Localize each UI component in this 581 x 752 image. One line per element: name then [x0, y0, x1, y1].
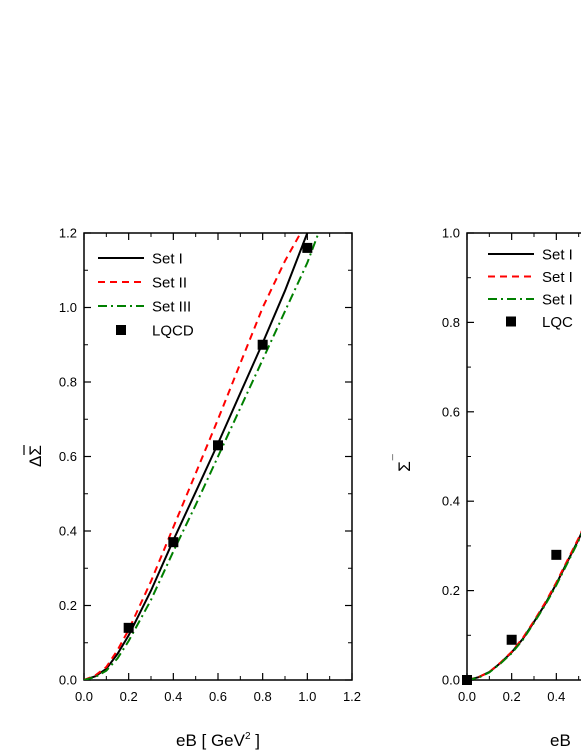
y-tick-label: 0.2 — [59, 598, 77, 613]
right-legend: Set I Set I Set I LQC — [488, 247, 573, 331]
svg-text:Σ¯: Σ¯ — [392, 453, 414, 472]
series-line-set-iii — [84, 233, 320, 680]
y-tick-label: 0.8 — [442, 315, 460, 330]
legend-label-set-ii: Set I — [542, 269, 573, 286]
lqcd-marker — [168, 537, 179, 548]
y-tick-label: 1.0 — [442, 226, 460, 241]
legend-label-set-i: Set I — [152, 251, 183, 268]
left-ticks: 0.0 0.2 0.4 0.6 0.8 1.0 1.2 0.0 0.2 0.4 0.6 0.8 1.0 1… — [59, 226, 361, 705]
y-tick-label: 0.6 — [59, 449, 77, 464]
y-axis-title-left: ΔΣ — [23, 445, 45, 467]
y-tick-label: 0.8 — [59, 375, 77, 390]
legend-label-lqcd: LQCD — [152, 323, 194, 340]
lqcd-marker — [213, 440, 223, 451]
y-tick-label: 0.6 — [442, 404, 460, 419]
right-ticks: 0.0 0.2 0.4 0.6 0.8 1.0 0.0 0.2 0.4 — [442, 226, 580, 704]
lqcd-marker — [123, 622, 134, 633]
lqcd-marker — [506, 634, 517, 645]
right-series — [462, 530, 581, 685]
legend-swatch-lqcd — [506, 316, 516, 327]
y-tick-label: 1.2 — [59, 226, 77, 241]
legend-label-lqcd: LQC — [542, 314, 573, 331]
y-tick-label: 0.2 — [442, 583, 460, 598]
series-line-set-i — [467, 531, 581, 680]
x-tick-label: 0.0 — [458, 689, 476, 704]
legend-label-set-ii: Set II — [152, 275, 187, 292]
legend-swatch-lqcd — [116, 325, 126, 335]
panel-left: 0.0 0.2 0.4 0.6 0.8 1.0 1.2 0.0 0.2 0.4 0.6 0.8 1.0 1… — [23, 226, 361, 750]
y-tick-label: 1.0 — [59, 300, 77, 315]
series-line-set-iii — [467, 533, 581, 680]
lqcd-marker — [302, 242, 313, 253]
svg-text:ΔΣ: ΔΣ — [26, 445, 45, 467]
series-line-set-i — [84, 233, 309, 680]
left-series — [84, 233, 320, 680]
x-tick-label: 0.4 — [164, 689, 182, 704]
y-axis-title-right: Σ¯ — [392, 453, 414, 472]
x-axis-title-left: eB [ GeV2 ] — [176, 731, 260, 750]
x-tick-label: 0.2 — [120, 689, 138, 704]
x-tick-label: 0.8 — [254, 689, 272, 704]
x-axis-title-right: eB — [550, 731, 571, 750]
x-tick-label: 0.6 — [209, 689, 227, 704]
legend-label-set-i: Set I — [542, 247, 573, 264]
x-tick-label: 0.2 — [503, 689, 521, 704]
series-line-set-ii — [467, 530, 581, 680]
left-legend: Set I Set II Set III LQCD — [98, 251, 194, 340]
lqcd-marker — [257, 339, 268, 350]
y-tick-label: 0.4 — [442, 494, 460, 509]
legend-label-set-iii: Set I — [542, 292, 573, 309]
x-tick-label: 0.0 — [75, 689, 93, 704]
x-tick-label: 1.0 — [298, 689, 316, 704]
y-tick-label: 0.0 — [59, 673, 77, 688]
lqcd-marker — [551, 549, 562, 560]
series-line-set-ii — [84, 233, 302, 680]
lqcd-marker — [462, 675, 472, 685]
legend-label-set-iii: Set III — [152, 299, 191, 316]
x-tick-label: 1.2 — [343, 689, 361, 704]
y-tick-label: 0.0 — [442, 673, 460, 688]
x-tick-label: 0.4 — [547, 689, 565, 704]
y-tick-label: 0.4 — [59, 524, 77, 539]
